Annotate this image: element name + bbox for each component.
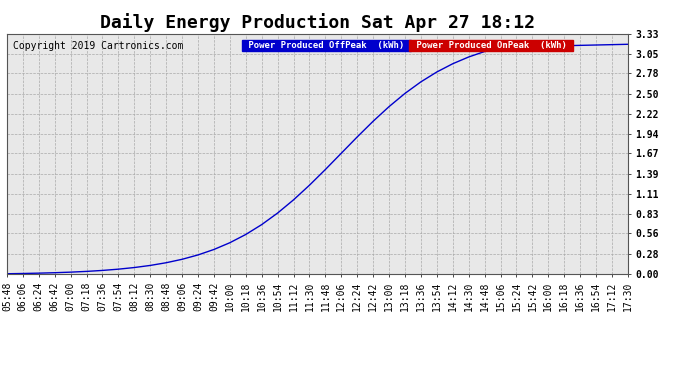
Text: Power Produced OffPeak  (kWh): Power Produced OffPeak (kWh)	[243, 41, 409, 50]
Title: Daily Energy Production Sat Apr 27 18:12: Daily Energy Production Sat Apr 27 18:12	[100, 13, 535, 32]
Text: Copyright 2019 Cartronics.com: Copyright 2019 Cartronics.com	[13, 41, 184, 51]
Text: Power Produced OnPeak  (kWh): Power Produced OnPeak (kWh)	[411, 41, 572, 50]
